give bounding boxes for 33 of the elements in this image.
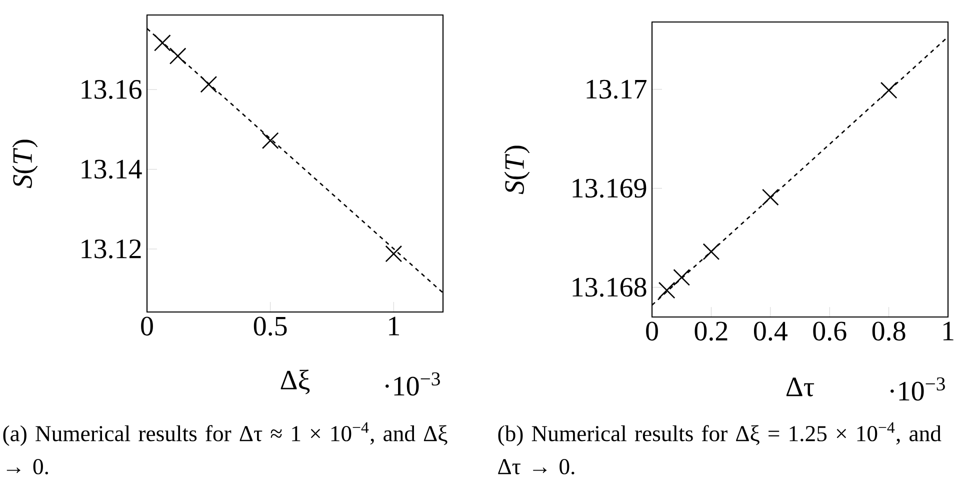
y-tick-label: 13.168 (572, 278, 646, 297)
y-tick-label: 13.12 (82, 240, 141, 258)
point (673, 268, 690, 286)
point (169, 48, 186, 64)
point (262, 132, 279, 150)
x-tick-label: 0 (141, 316, 153, 336)
text: ·10$^{−3}$ (386, 372, 440, 396)
y-axis-title: S(T) (504, 146, 530, 194)
x-tick-label: 0 (646, 322, 658, 341)
x-axis-title: Δξ (280, 370, 310, 394)
x-tick-label: 0.5 (254, 316, 287, 336)
y-axis-title: S(T) (12, 140, 38, 188)
x-tick-label: 0.2 (694, 322, 728, 341)
text: ·10$^{−3}$ (890, 377, 945, 401)
x-tick-label: 1 (389, 316, 399, 336)
y-tick-label: 13.169 (572, 178, 646, 198)
text: (a) Numerical results for Δτ ≈ 1 × 10$^{−4}$, and Δξ → 0. (3, 422, 448, 474)
point (658, 282, 676, 299)
point (200, 76, 218, 93)
x-tick-label: 0.8 (872, 322, 906, 341)
x-tick-label: 1 (943, 322, 954, 340)
point (154, 34, 171, 52)
x-tick-label: 0.4 (754, 322, 788, 341)
text: (b) Numerical results for Δξ = 1.25 × 10$^{−4}$, and Δτ → 0. (498, 422, 942, 474)
point (702, 243, 720, 260)
y-tick-label: 13.17 (586, 80, 646, 99)
point (880, 82, 898, 99)
y-tick-label: 13.16 (82, 80, 142, 100)
point (385, 245, 402, 262)
point (762, 188, 779, 206)
x-tick-label: 0.6 (813, 322, 846, 341)
y-tick-label: 13.14 (82, 160, 142, 179)
x-axis-title: Δτ (786, 378, 814, 396)
